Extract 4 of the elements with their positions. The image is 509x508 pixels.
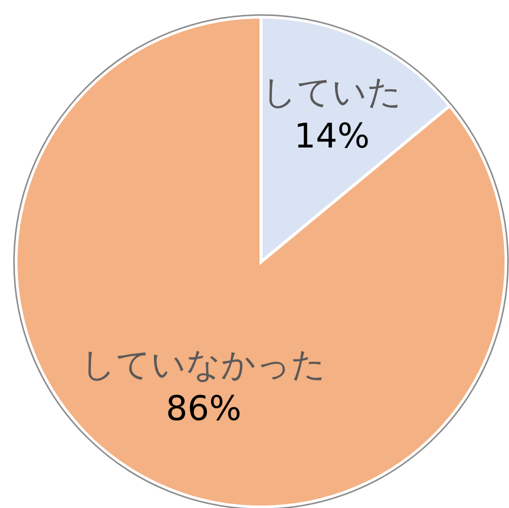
data-label: 86% xyxy=(166,388,242,429)
data-label: 14% xyxy=(294,116,370,156)
slice-label: していなかった xyxy=(81,344,326,385)
slice-label: していた xyxy=(262,72,402,112)
